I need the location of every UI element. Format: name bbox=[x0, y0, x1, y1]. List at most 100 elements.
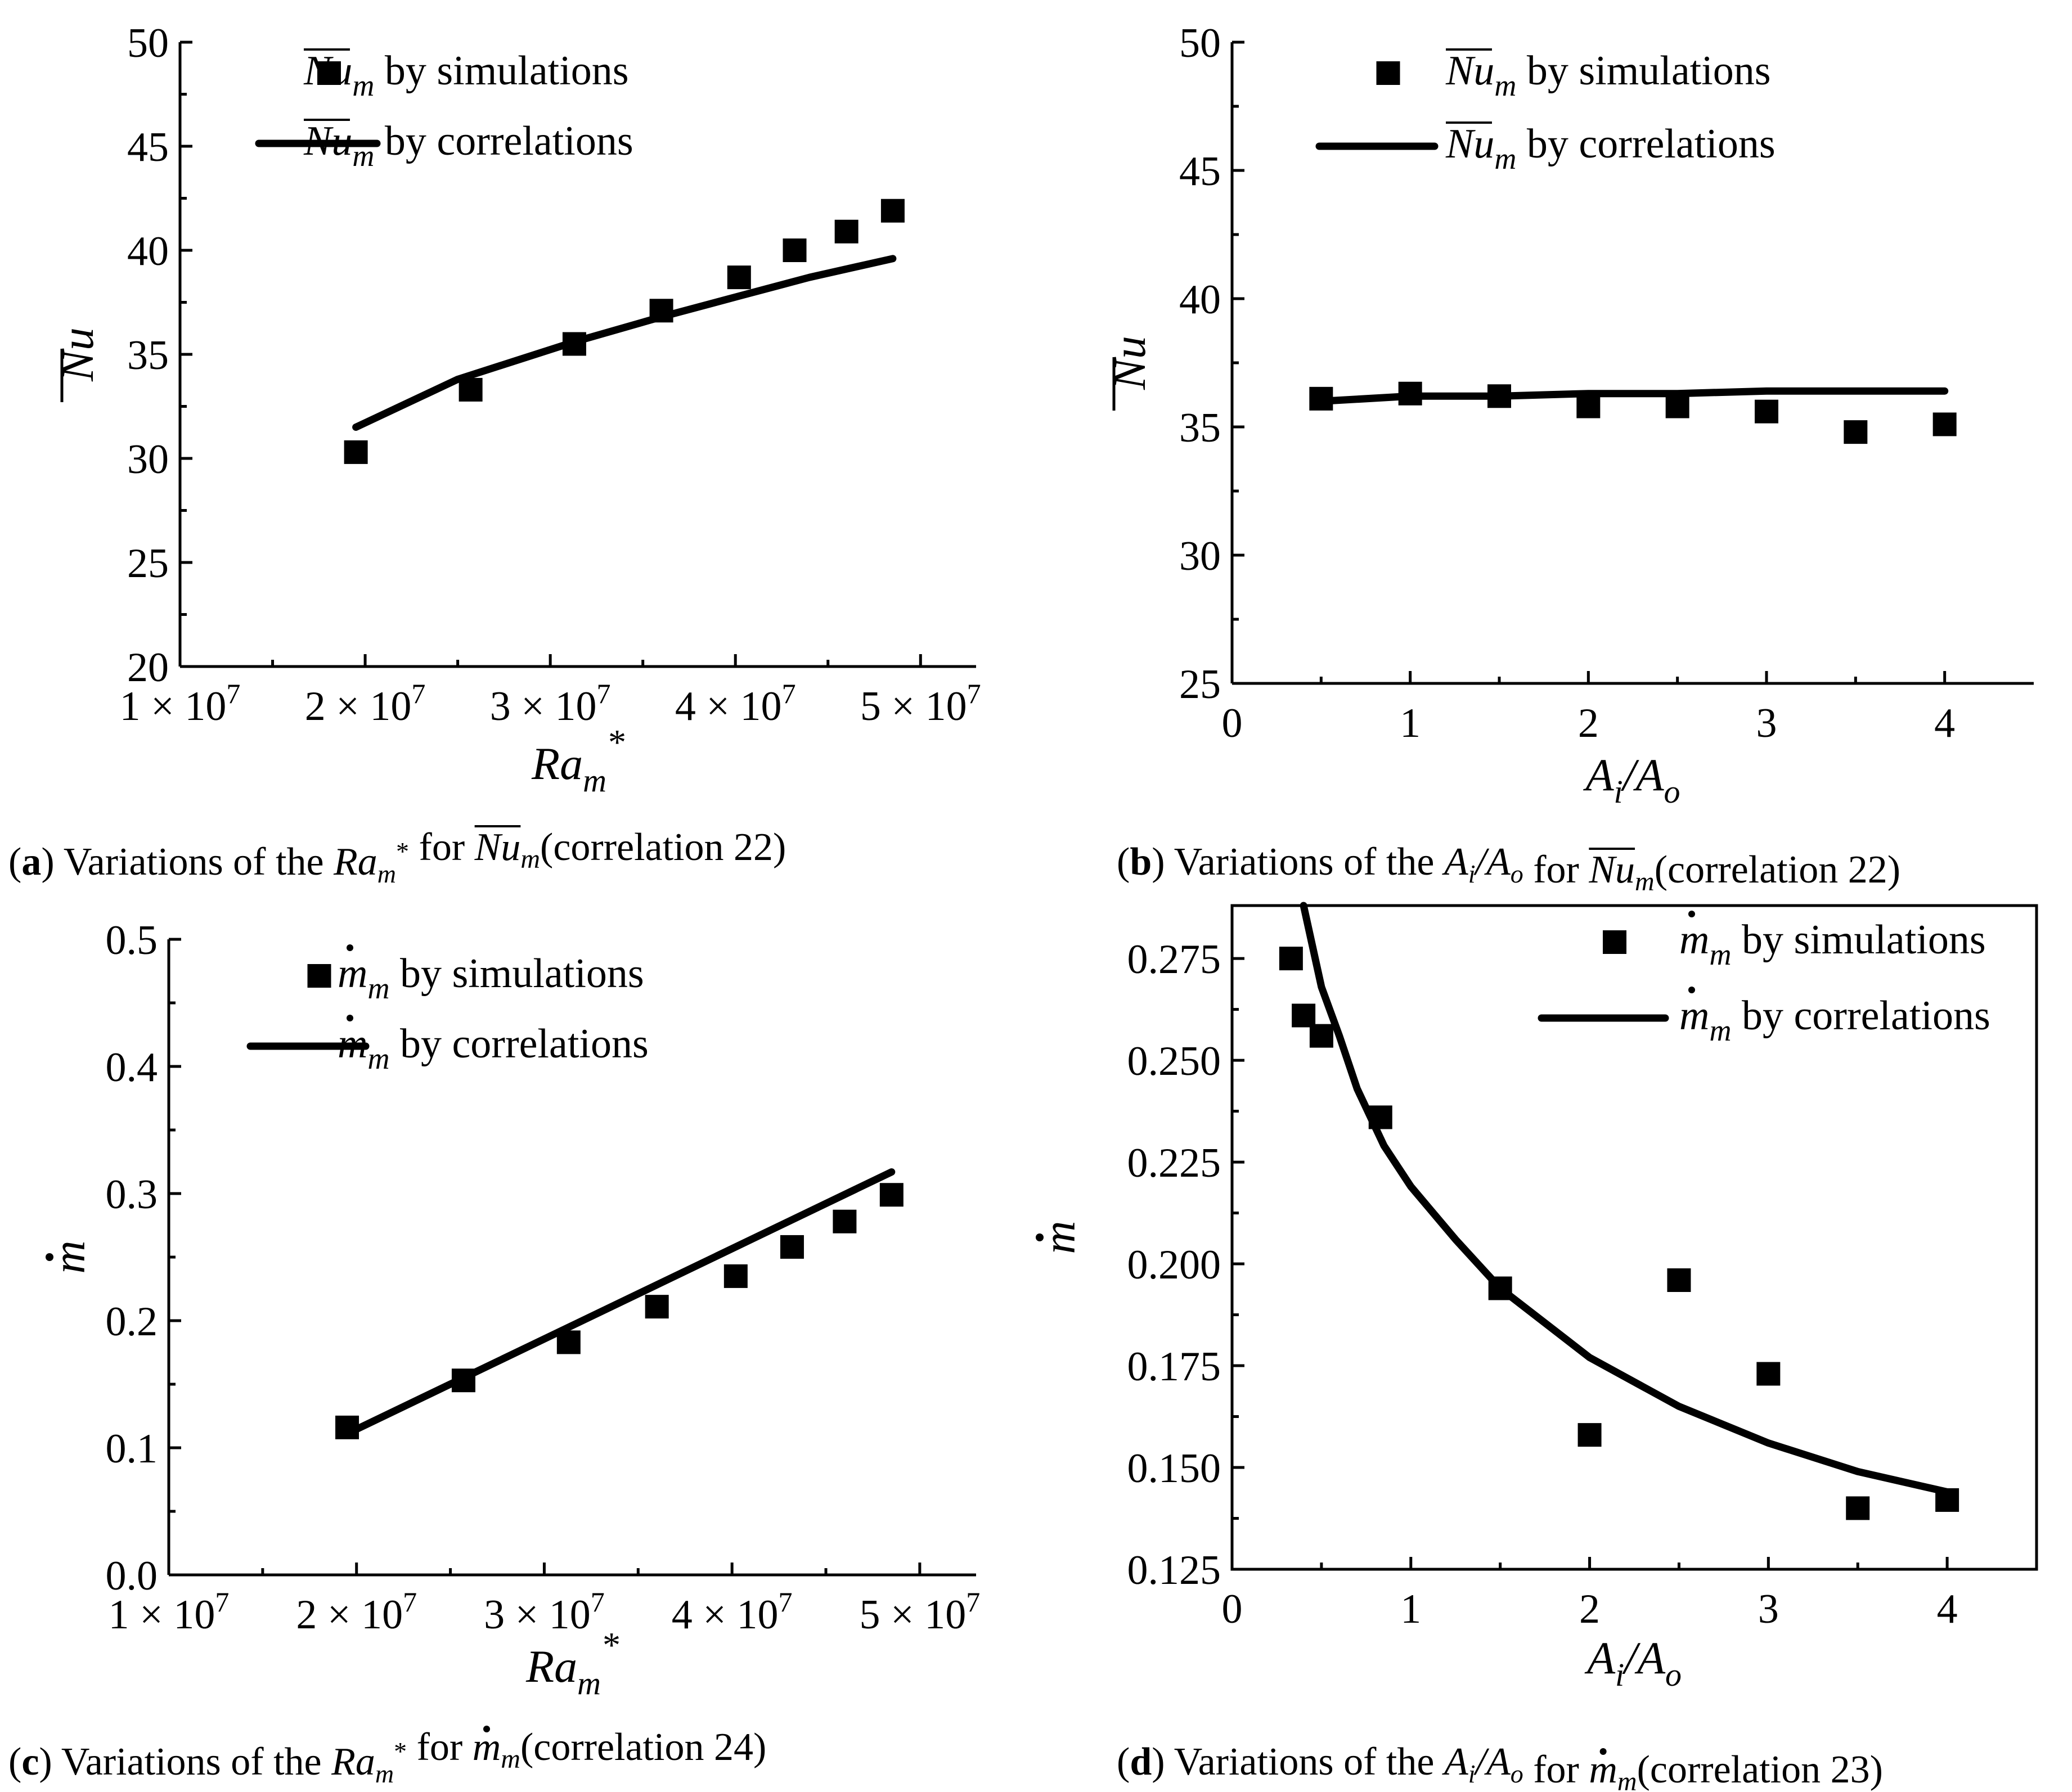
caption-paren: ( bbox=[1117, 1740, 1130, 1784]
caption-letter: a bbox=[21, 840, 41, 884]
tick-exponent: 7 bbox=[411, 678, 425, 709]
legend-label: mm by simulations bbox=[1679, 917, 1986, 971]
tick-exponent: 7 bbox=[779, 1586, 793, 1618]
y-tick-label: 35 bbox=[127, 332, 169, 379]
data-point-marker bbox=[1577, 1423, 1602, 1447]
legend-dot bbox=[1688, 911, 1695, 917]
legend-label: mm by simulations bbox=[338, 951, 644, 1005]
legend-var-sub: m bbox=[367, 1042, 389, 1075]
xlabel-sub: m bbox=[583, 762, 606, 799]
y-tick-label: 30 bbox=[1179, 533, 1221, 579]
legend-marker-square bbox=[307, 964, 331, 988]
caption-var: Ra bbox=[331, 1740, 375, 1784]
data-point-marker bbox=[1846, 1496, 1870, 1520]
x-axis-label: Ai/Ao bbox=[1584, 1632, 1682, 1693]
x-tick-label: 3 × 107 bbox=[490, 678, 611, 730]
data-point-marker bbox=[1667, 1268, 1691, 1293]
data-point-marker bbox=[1279, 947, 1303, 971]
x-tick-label: 4 × 107 bbox=[672, 1586, 793, 1638]
tick-mantissa: 4 × 10 bbox=[675, 683, 782, 730]
y-tick-label: 0.4 bbox=[106, 1044, 158, 1091]
y-tick-label: 0.3 bbox=[106, 1172, 158, 1218]
x-axis-label: Ram* bbox=[525, 1625, 619, 1701]
legend-var: Nu bbox=[303, 118, 352, 164]
legend-var: m bbox=[1679, 917, 1709, 963]
y-tick-label: 0.150 bbox=[1127, 1446, 1221, 1492]
caption-mid: for bbox=[407, 1726, 473, 1769]
data-point-marker bbox=[727, 265, 751, 290]
correlation-line bbox=[1300, 902, 1951, 1496]
legend-marker-square bbox=[1603, 930, 1626, 954]
y-tick-label: 0.1 bbox=[106, 1426, 158, 1472]
caption-letter: b bbox=[1130, 840, 1152, 884]
data-point-marker bbox=[459, 377, 483, 402]
tick-mantissa: 5 × 10 bbox=[860, 1592, 967, 1638]
legend-text: by correlations bbox=[1516, 121, 1775, 167]
tick-mantissa: 1 × 10 bbox=[120, 683, 227, 730]
tick-mantissa: 4 × 10 bbox=[672, 1592, 779, 1638]
data-point-marker bbox=[723, 1264, 748, 1288]
xlabel-main2: /A bbox=[1622, 1632, 1666, 1683]
legend-marker-square bbox=[317, 61, 341, 85]
data-point-marker bbox=[880, 199, 905, 223]
y-tick-label: 50 bbox=[1179, 20, 1221, 66]
data-point-marker bbox=[1292, 1003, 1316, 1028]
caption-mid: for bbox=[409, 826, 475, 869]
data-point-marker bbox=[1844, 420, 1868, 444]
caption-var-sub: m bbox=[377, 859, 396, 888]
tick-exponent: 7 bbox=[967, 678, 981, 709]
legend-var: Nu bbox=[303, 48, 352, 94]
tick-exponent: 7 bbox=[597, 678, 611, 709]
caption-target-sub: m bbox=[501, 1744, 520, 1774]
caption-var2-sub: o bbox=[1511, 859, 1523, 888]
plot-frame bbox=[1230, 904, 2038, 1571]
legend-dot bbox=[1688, 987, 1695, 993]
caption-b: (b) Variations of the Ai/Ao for Num(corr… bbox=[1117, 840, 1900, 897]
data-point-marker bbox=[1309, 1024, 1333, 1048]
caption-dot bbox=[1599, 1748, 1607, 1755]
caption-prefix: ) Variations of the bbox=[1152, 1740, 1444, 1784]
x-tick-label: 0 bbox=[1222, 1586, 1243, 1632]
xlabel-sub2: o bbox=[1664, 773, 1680, 810]
y-tick-label: 50 bbox=[127, 20, 169, 66]
data-point-marker bbox=[1756, 1362, 1781, 1386]
legend-marker-square bbox=[1376, 61, 1400, 85]
y-tick-label: 0.275 bbox=[1127, 936, 1221, 983]
legend-var: m bbox=[338, 951, 367, 997]
xlabel-sub: i bbox=[1614, 773, 1623, 810]
tick-mantissa: 2 × 10 bbox=[296, 1592, 403, 1638]
caption-prefix: ) Variations of the bbox=[41, 840, 334, 884]
caption-paren: ( bbox=[1117, 840, 1130, 884]
x-tick-label: 4 bbox=[1937, 1586, 1958, 1632]
caption-c: (c) Variations of the Ram* for mm(correl… bbox=[8, 1726, 766, 1788]
caption-target: Nu bbox=[474, 826, 521, 869]
ylabel-main: Nu bbox=[52, 327, 103, 382]
caption-target-sub: m bbox=[520, 844, 540, 874]
y-tick-label: 30 bbox=[127, 436, 169, 483]
ylabel-dot bbox=[1036, 1233, 1044, 1241]
caption-var: A bbox=[1442, 840, 1468, 884]
caption-target-sub: m bbox=[1617, 1767, 1637, 1792]
legend-var: m bbox=[1679, 993, 1709, 1039]
caption-suffix: (correlation 24) bbox=[520, 1726, 766, 1769]
xlabel-sup: * bbox=[606, 722, 624, 762]
tick-exponent: 7 bbox=[215, 1586, 229, 1618]
legend-text: by simulations bbox=[389, 951, 644, 997]
data-point-marker bbox=[1576, 394, 1601, 418]
xlabel-main: A bbox=[1584, 1632, 1616, 1683]
x-tick-label: 4 bbox=[1934, 700, 1955, 746]
legend-text: by correlations bbox=[374, 118, 633, 164]
x-tick-label: 2 bbox=[1578, 700, 1599, 746]
tick-exponent: 7 bbox=[966, 1586, 980, 1618]
legend-label: Num by correlations bbox=[1445, 121, 1776, 175]
x-tick-label: 3 bbox=[1756, 700, 1777, 746]
y-axis-label: Nu bbox=[52, 327, 103, 382]
y-tick-label: 45 bbox=[1179, 148, 1221, 195]
x-tick-label: 5 × 107 bbox=[860, 1586, 981, 1638]
y-tick-label: 20 bbox=[127, 645, 169, 691]
correlation-line bbox=[1317, 387, 1949, 405]
x-tick-label: 2 bbox=[1579, 1586, 1600, 1632]
